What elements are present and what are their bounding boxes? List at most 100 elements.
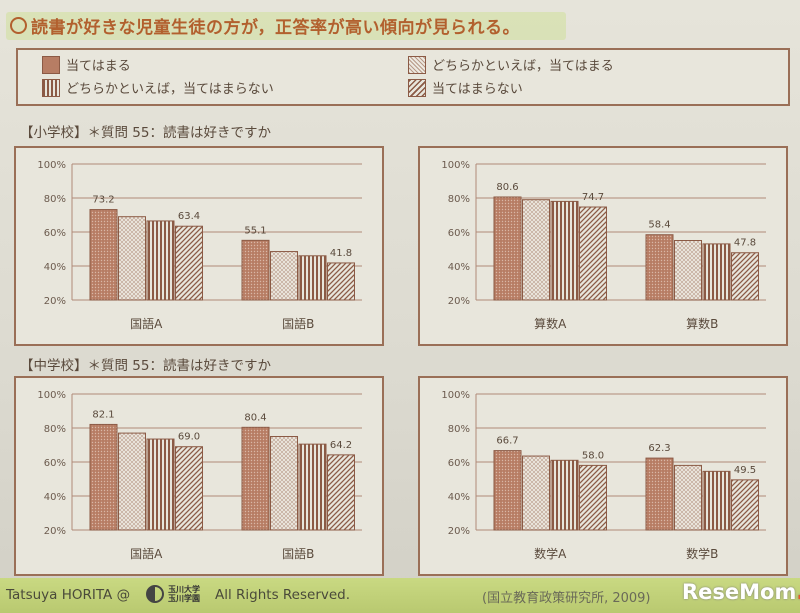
y-tick-label: 80% bbox=[44, 424, 66, 435]
bar bbox=[146, 438, 175, 531]
data-label: 66.7 bbox=[496, 436, 518, 447]
y-tick-label: 40% bbox=[448, 492, 470, 503]
bar bbox=[731, 479, 759, 531]
swatch-diag-icon bbox=[408, 78, 426, 97]
chart-junior-japanese: 20% 40% 60% 80% 100% 82.1 69.0 国語A 80.4 64.2 国語B bbox=[14, 376, 384, 576]
bar bbox=[702, 470, 731, 531]
chart-junior-math: 20% 40% 60% 80% 100% 66.7 58.0 数学A 62.3 49.5 数学B bbox=[418, 376, 788, 576]
data-label: 80.6 bbox=[496, 182, 518, 193]
x-category-label: 国語A bbox=[130, 546, 163, 561]
y-tick-label: 100% bbox=[37, 390, 66, 401]
data-label: 82.1 bbox=[92, 409, 114, 420]
chart-elementary-japanese: 20% 40% 60% 80% 100% 73.2 63.4 国語A 55.1 41.8 国語B bbox=[14, 146, 384, 346]
bar bbox=[493, 196, 522, 301]
y-tick-label: 80% bbox=[44, 194, 66, 205]
chart-svg: 20% 40% 60% 80% 100% 82.1 69.0 国語A 80.4 64.2 国語B bbox=[37, 390, 362, 561]
slide-title: 読書が好きな児童生徒の方が，正答率が高い傾向が見られる。 bbox=[31, 17, 520, 38]
y-tick-label: 100% bbox=[37, 160, 66, 171]
y-tick-label: 20% bbox=[448, 296, 470, 307]
x-category-label: 数学B bbox=[686, 546, 718, 561]
bar bbox=[645, 457, 674, 531]
data-label: 58.0 bbox=[582, 450, 604, 461]
university-mark-icon bbox=[146, 585, 164, 603]
data-label: 41.8 bbox=[330, 248, 352, 259]
y-tick-label: 60% bbox=[44, 228, 66, 239]
section-label-elementary: 【小学校】＊質問 55：読書は好きですか bbox=[20, 125, 271, 141]
legend-label: どちらかといえば，当てはまる bbox=[432, 59, 614, 74]
resemom-watermark: ReseMom. bbox=[682, 580, 800, 604]
bar bbox=[89, 423, 118, 531]
y-tick-label: 20% bbox=[448, 526, 470, 537]
title-highlight bbox=[6, 12, 566, 40]
y-tick-label: 100% bbox=[441, 390, 470, 401]
university-name: 玉川大学 玉川学園 bbox=[168, 585, 200, 603]
x-category-label: 算数A bbox=[534, 316, 567, 331]
bar bbox=[175, 225, 203, 301]
y-tick-label: 40% bbox=[44, 492, 66, 503]
data-label: 55.1 bbox=[244, 225, 266, 236]
y-tick-label: 20% bbox=[44, 296, 66, 307]
legend-label: どちらかといえば，当てはまらない bbox=[66, 82, 274, 97]
bar bbox=[645, 234, 674, 301]
y-tick-label: 80% bbox=[448, 424, 470, 435]
chart-svg: 20% 40% 60% 80% 100% 73.2 63.4 国語A 55.1 41.8 国語B bbox=[37, 160, 362, 331]
bar bbox=[327, 454, 355, 531]
title-row: 読書が好きな児童生徒の方が，正答率が高い傾向が見られる。 bbox=[6, 8, 606, 42]
legend-item-1: 当てはまる bbox=[42, 55, 131, 74]
data-label: 63.4 bbox=[178, 211, 200, 222]
x-category-label: 国語B bbox=[282, 546, 314, 561]
legend-item-2: どちらかといえば，当てはまる bbox=[408, 55, 614, 74]
footer-source: (国立教育政策研究所, 2009) bbox=[482, 591, 651, 606]
bar bbox=[175, 446, 203, 531]
data-label: 47.8 bbox=[734, 238, 756, 249]
x-category-label: 数学A bbox=[534, 546, 567, 561]
university-name-line1: 玉川大学 bbox=[168, 585, 200, 594]
bar bbox=[118, 432, 146, 531]
swatch-vlines-icon bbox=[42, 78, 60, 97]
footer-rights: All Rights Reserved. bbox=[215, 587, 351, 603]
bar bbox=[702, 243, 731, 301]
circle-bullet-icon bbox=[10, 16, 27, 34]
bar bbox=[493, 450, 522, 531]
bar bbox=[674, 240, 702, 301]
legend-item-3: どちらかといえば，当てはまらない bbox=[42, 78, 274, 97]
data-label: 64.2 bbox=[330, 440, 352, 451]
legend: 当てはまる どちらかといえば，当てはまる どちらかといえば，当てはまらない 当て… bbox=[16, 48, 790, 106]
bar bbox=[327, 262, 355, 301]
watermark-main: ReseMom bbox=[682, 580, 797, 604]
footer: Tatsuya HORITA @ 玉川大学 玉川学園 All Rights Re… bbox=[0, 578, 800, 613]
y-tick-label: 60% bbox=[448, 228, 470, 239]
section-label-junior-high: 【中学校】＊質問 55：読書は好きですか bbox=[20, 358, 271, 374]
bar bbox=[298, 443, 327, 531]
bar bbox=[118, 216, 146, 301]
y-tick-label: 60% bbox=[44, 458, 66, 469]
bar bbox=[89, 209, 118, 301]
chart-svg: 20% 40% 60% 80% 100% 80.6 74.7 算数A 58.4 47.8 算数B bbox=[441, 160, 766, 331]
data-label: 49.5 bbox=[734, 465, 756, 476]
legend-item-4: 当てはまらない bbox=[408, 78, 523, 97]
bar bbox=[241, 426, 270, 531]
x-category-label: 算数B bbox=[686, 316, 718, 331]
y-tick-label: 100% bbox=[441, 160, 470, 171]
swatch-fine-icon bbox=[408, 55, 426, 74]
x-category-label: 国語A bbox=[130, 316, 163, 331]
y-tick-label: 80% bbox=[448, 194, 470, 205]
data-label: 62.3 bbox=[648, 443, 670, 454]
y-tick-label: 20% bbox=[44, 526, 66, 537]
university-logo: 玉川大学 玉川学園 bbox=[146, 585, 200, 603]
bar bbox=[146, 220, 175, 301]
legend-label: 当てはまる bbox=[66, 59, 131, 74]
legend-label: 当てはまらない bbox=[432, 82, 523, 97]
data-label: 58.4 bbox=[648, 220, 670, 231]
bar bbox=[550, 200, 579, 301]
y-tick-label: 60% bbox=[448, 458, 470, 469]
data-label: 69.0 bbox=[178, 432, 200, 443]
bar bbox=[674, 464, 702, 531]
watermark-dot: . bbox=[796, 580, 800, 604]
bar bbox=[731, 252, 759, 301]
data-label: 73.2 bbox=[92, 195, 114, 206]
bar bbox=[270, 436, 298, 531]
bar bbox=[579, 464, 607, 531]
x-category-label: 国語B bbox=[282, 316, 314, 331]
